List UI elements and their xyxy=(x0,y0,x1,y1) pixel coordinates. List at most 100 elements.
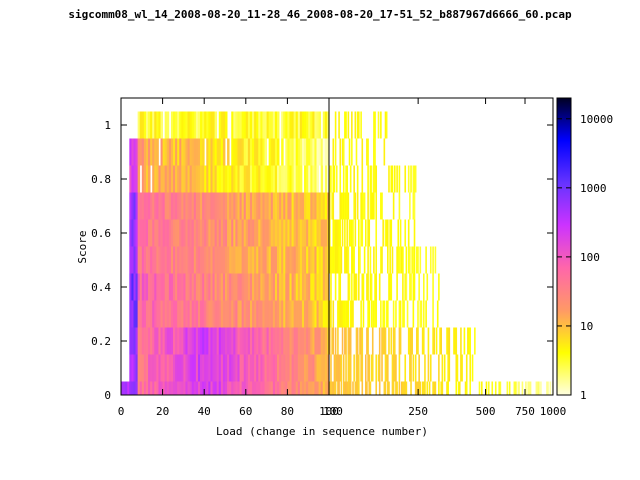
heatmap-cell xyxy=(397,246,400,274)
heatmap-cell xyxy=(310,219,313,247)
heatmap-cell xyxy=(289,354,292,382)
heatmap-cell xyxy=(291,354,295,382)
heatmap-cell xyxy=(200,219,203,247)
heatmap-cell xyxy=(214,246,218,274)
heatmap-cell xyxy=(360,219,362,247)
heatmap-cell xyxy=(262,354,265,382)
heatmap-cell xyxy=(349,300,352,328)
heatmap-cell xyxy=(426,273,429,301)
heatmap-cell xyxy=(344,192,346,220)
heatmap-cell xyxy=(177,192,180,220)
heatmap-cell xyxy=(197,111,201,139)
heatmap-cell xyxy=(385,111,388,139)
heatmap-cell xyxy=(229,246,232,274)
heatmap-cell xyxy=(316,219,319,247)
heatmap-cell xyxy=(289,246,292,274)
heatmap-cell xyxy=(324,138,328,166)
heatmap-cell xyxy=(347,381,350,395)
heatmap-cell xyxy=(158,381,161,395)
heatmap-cell xyxy=(287,327,290,355)
heatmap-cell xyxy=(266,381,270,395)
heatmap-cell xyxy=(332,381,335,395)
heatmap-cell xyxy=(206,327,209,355)
y-tick-label: 1 xyxy=(104,119,111,132)
heatmap-cell xyxy=(310,381,313,395)
heatmap-cell xyxy=(332,192,335,220)
heatmap-cell xyxy=(152,273,155,301)
heatmap-cell xyxy=(285,354,288,382)
heatmap-cell xyxy=(322,138,326,166)
heatmap-cell xyxy=(210,354,213,382)
heatmap-cell xyxy=(453,327,455,355)
heatmap-cell xyxy=(166,273,170,301)
heatmap-cell xyxy=(218,165,222,193)
heatmap-cell xyxy=(233,300,236,328)
heatmap-cell xyxy=(189,138,193,166)
heatmap-cell xyxy=(150,138,153,166)
y-tick-label: 0.4 xyxy=(91,281,111,294)
heatmap-cell xyxy=(200,192,203,220)
heatmap-cell xyxy=(270,192,274,220)
heatmap-cell xyxy=(324,165,328,193)
heatmap-cell xyxy=(208,381,211,395)
heatmap-cell xyxy=(279,219,282,247)
heatmap-cell xyxy=(168,246,172,274)
heatmap-cell xyxy=(202,138,205,166)
heatmap-cell xyxy=(396,273,398,301)
heatmap-cell xyxy=(270,300,274,328)
heatmap-cell xyxy=(506,381,509,395)
heatmap-cell xyxy=(237,111,240,139)
heatmap-cell xyxy=(212,300,215,328)
heatmap-cell xyxy=(316,138,319,166)
heatmap-cell xyxy=(158,192,161,220)
heatmap-cell xyxy=(164,273,168,301)
heatmap-cell xyxy=(277,138,280,166)
heatmap-cell xyxy=(137,246,141,274)
heatmap-cell xyxy=(326,138,330,166)
heatmap-cell xyxy=(537,381,540,395)
heatmap-cell xyxy=(212,381,215,395)
heatmap-cell xyxy=(360,192,362,220)
heatmap-cell xyxy=(241,138,245,166)
heatmap-cell xyxy=(139,192,143,220)
heatmap-cell xyxy=(356,354,359,382)
heatmap-cell xyxy=(256,165,259,193)
heatmap-cell xyxy=(152,165,155,193)
heatmap-cell xyxy=(352,246,354,274)
heatmap-cell xyxy=(162,138,166,166)
heatmap-cell xyxy=(141,273,145,301)
heatmap-cell xyxy=(222,219,226,247)
heatmap-cell xyxy=(262,138,265,166)
heatmap-cell xyxy=(414,354,417,382)
heatmap-cell xyxy=(301,327,305,355)
heatmap-cell xyxy=(361,138,364,166)
heatmap-cell xyxy=(187,219,191,247)
heatmap-cell xyxy=(316,354,319,382)
heatmap-cell xyxy=(345,354,347,382)
heatmap-cell xyxy=(341,300,344,328)
heatmap-cell xyxy=(426,381,429,395)
heatmap-cell xyxy=(160,354,163,382)
heatmap-cell xyxy=(295,165,299,193)
heatmap-cell xyxy=(266,111,270,139)
heatmap-cell xyxy=(297,246,301,274)
heatmap-cell xyxy=(268,381,272,395)
heatmap-cell xyxy=(297,300,301,328)
heatmap-cell xyxy=(368,354,371,382)
heatmap-cell xyxy=(162,192,166,220)
heatmap-cell xyxy=(458,381,461,395)
heatmap-cell xyxy=(148,192,151,220)
heatmap-cell xyxy=(152,111,155,139)
heatmap-cell xyxy=(326,192,330,220)
heatmap-cell xyxy=(245,138,249,166)
heatmap-cell xyxy=(262,273,265,301)
heatmap-cell xyxy=(339,138,342,166)
heatmap-cell xyxy=(208,300,211,328)
heatmap-cell xyxy=(354,111,357,139)
heatmap-cell xyxy=(419,246,422,274)
heatmap-cell xyxy=(204,273,207,301)
heatmap-cell xyxy=(448,327,451,355)
heatmap-cell xyxy=(375,165,378,193)
heatmap-cell xyxy=(191,138,195,166)
heatmap-cell xyxy=(354,273,357,301)
